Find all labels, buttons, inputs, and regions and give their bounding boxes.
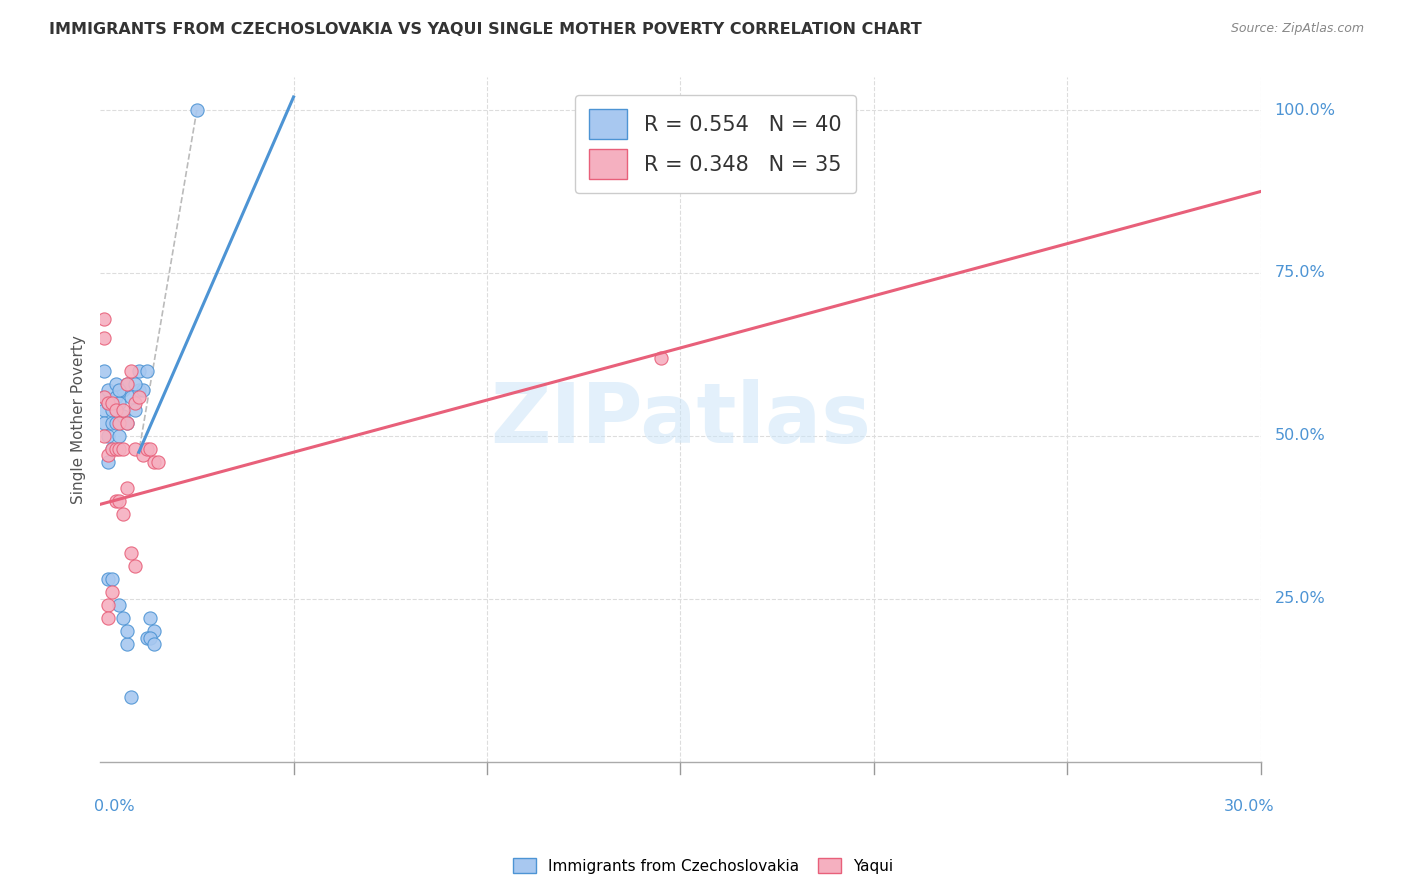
Point [104, 402, 127, 417]
Point [100, 396, 122, 410]
Text: 25.0%: 25.0% [1275, 591, 1326, 607]
Point [97, 455, 120, 469]
Point [124, 396, 146, 410]
Text: 50.0%: 50.0% [1275, 428, 1326, 443]
Point [100, 416, 122, 430]
Legend: Immigrants from Czechoslovakia, Yaqui: Immigrants from Czechoslovakia, Yaqui [508, 852, 898, 880]
Point [112, 442, 135, 456]
Point [93, 429, 115, 443]
Point [97, 599, 120, 613]
Point [108, 429, 131, 443]
Point [135, 364, 157, 378]
Point [124, 559, 146, 574]
Point [143, 455, 166, 469]
Text: Source: ZipAtlas.com: Source: ZipAtlas.com [1230, 22, 1364, 36]
Text: 100.0%: 100.0% [1275, 103, 1336, 118]
Point [108, 599, 131, 613]
Point [93, 402, 115, 417]
Point [93, 416, 115, 430]
Point [124, 402, 146, 417]
Point [143, 637, 166, 651]
Point [97, 449, 120, 463]
Point [93, 331, 115, 345]
Point [146, 455, 169, 469]
Point [124, 442, 146, 456]
Text: IMMIGRANTS FROM CZECHOSLOVAKIA VS YAQUI SINGLE MOTHER POVERTY CORRELATION CHART: IMMIGRANTS FROM CZECHOSLOVAKIA VS YAQUI … [49, 22, 922, 37]
Point [115, 481, 138, 495]
Point [128, 364, 150, 378]
Text: 75.0%: 75.0% [1275, 266, 1326, 280]
Point [135, 442, 157, 456]
Point [108, 396, 131, 410]
Point [139, 631, 162, 645]
Point [120, 690, 142, 704]
Point [139, 611, 162, 625]
Point [135, 631, 157, 645]
Point [143, 624, 166, 639]
Point [97, 396, 120, 410]
Point [131, 384, 153, 398]
Point [97, 572, 120, 586]
Point [100, 442, 122, 456]
Point [120, 390, 142, 404]
Point [124, 376, 146, 391]
Point [120, 546, 142, 560]
Point [115, 637, 138, 651]
Point [104, 494, 127, 508]
Point [93, 364, 115, 378]
Point [112, 409, 135, 424]
Point [115, 624, 138, 639]
Point [97, 396, 120, 410]
Point [115, 376, 138, 391]
Point [128, 390, 150, 404]
Point [93, 390, 115, 404]
Point [108, 442, 131, 456]
Point [108, 416, 131, 430]
Point [93, 311, 115, 326]
Text: ZIPatlas: ZIPatlas [489, 379, 870, 460]
Point [131, 449, 153, 463]
Point [97, 429, 120, 443]
Point [97, 611, 120, 625]
Point [128, 384, 150, 398]
Point [100, 442, 122, 456]
Point [100, 585, 122, 599]
Point [104, 376, 127, 391]
Point [100, 572, 122, 586]
Point [112, 507, 135, 521]
Point [108, 494, 131, 508]
Point [93, 390, 115, 404]
Point [186, 103, 208, 117]
Point [108, 384, 131, 398]
Point [112, 384, 135, 398]
Point [104, 442, 127, 456]
Point [115, 416, 138, 430]
Text: 30.0%: 30.0% [1225, 799, 1275, 814]
Point [112, 402, 135, 417]
Point [104, 416, 127, 430]
Legend: R = 0.554   N = 40, R = 0.348   N = 35: R = 0.554 N = 40, R = 0.348 N = 35 [575, 95, 856, 194]
Point [97, 384, 120, 398]
Point [120, 364, 142, 378]
Point [100, 402, 122, 417]
Y-axis label: Single Mother Poverty: Single Mother Poverty [72, 335, 86, 504]
Point [139, 442, 162, 456]
Point [104, 390, 127, 404]
Text: 0.0%: 0.0% [94, 799, 135, 814]
Point [115, 416, 138, 430]
Point [112, 611, 135, 625]
Point [115, 376, 138, 391]
Point [650, 351, 672, 365]
